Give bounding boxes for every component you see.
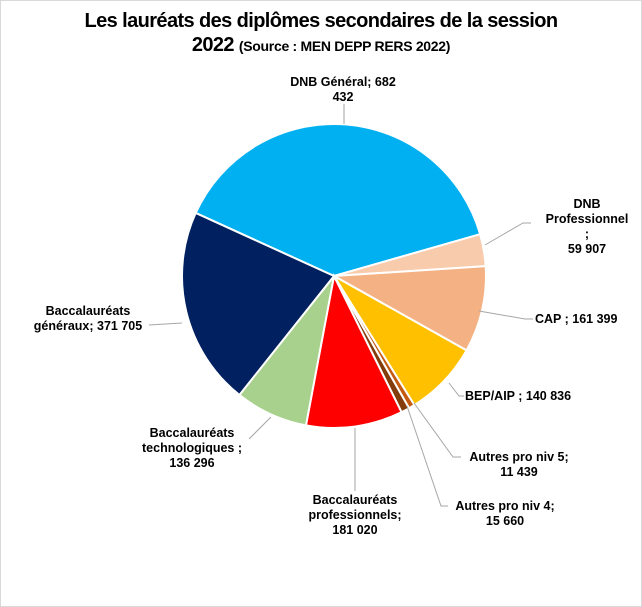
label-bep: BEP/AIP ; 140 836 [465,389,572,403]
label-cap: CAP ; 161 399 [535,312,618,326]
chart-subtitle: (Source : MEN DEPP RERS 2022) [238,38,451,54]
label-bac-techno: Baccalauréats technologiques ; 136 296 [142,426,242,470]
leader-dnb-pro [484,222,531,246]
label-dnb-general: DNB Général; 682 432 [290,75,396,104]
leader-bac-techno [248,416,272,440]
pie-slice-dnb-g-n-ral [194,123,482,278]
leader-cap [478,310,533,320]
pie-slice-cap [330,265,487,352]
label-bac-gen: Baccalauréats généraux; 371 705 [33,304,143,333]
leader-bac-gen [148,322,183,326]
leader-bep [448,382,464,397]
label-bac-pro: Baccalauréats professionnels; 181 020 [308,493,402,537]
pie-slice-baccalaur-ats-g-n-raux [181,211,336,397]
title-line1: Les lauréats des diplômes secondaires de… [84,10,559,32]
pie-slice-baccalaur-ats-professionnels [304,272,403,429]
label-autres-4: Autres pro niv 4; 15 660 [455,499,555,528]
leader-autres-5 [413,402,461,458]
label-dnb-pro: DNB Professionnel ; 59 907 [545,197,629,256]
title-line2: 2022 [191,34,235,56]
chart-title: Les lauréats des diplômes secondaires de… [1,9,641,58]
leader-autres-4 [406,405,448,507]
label-autres-5: Autres pro niv 5; 11 439 [469,450,569,479]
